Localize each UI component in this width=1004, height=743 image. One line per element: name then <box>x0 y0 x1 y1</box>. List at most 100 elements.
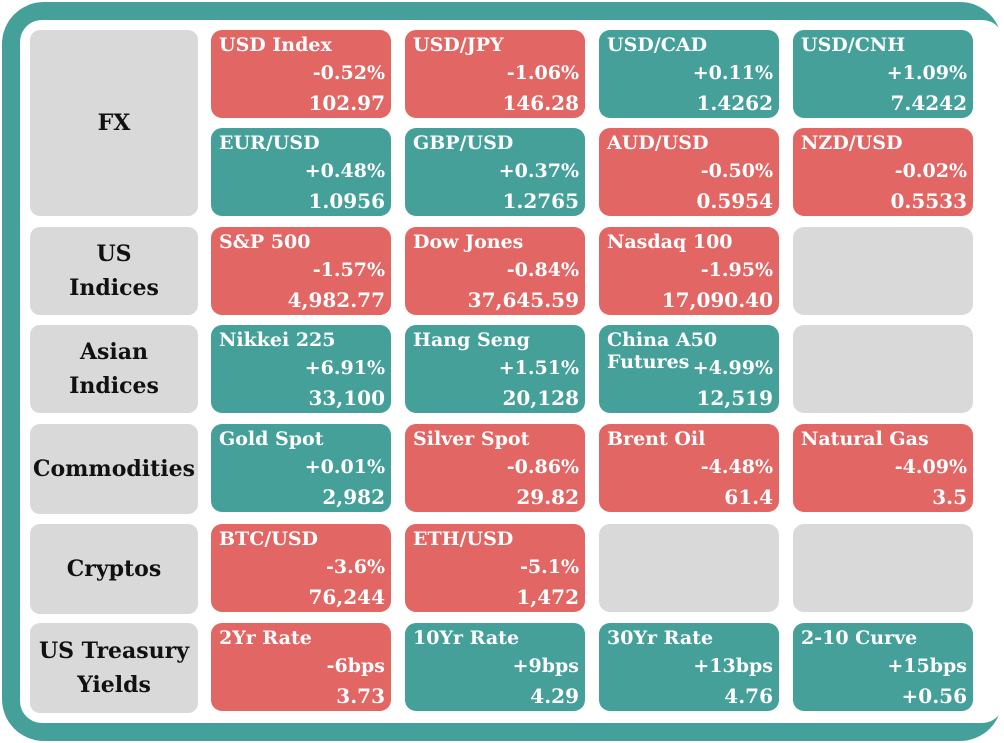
ticker-tile[interactable]: Hang Seng +1.51% 20,128 <box>405 325 585 413</box>
ticker-tile[interactable]: NZD/USD -0.02% 0.5533 <box>793 128 973 216</box>
row-label-6: US Treasury Yields <box>30 623 198 713</box>
ticker-name: BTC/USD <box>219 528 319 550</box>
ticker-change: -3.6% <box>326 556 385 578</box>
ticker-tile[interactable]: AUD/USD -0.50% 0.5954 <box>599 128 779 216</box>
ticker-name: EUR/USD <box>219 132 320 154</box>
ticker-tile[interactable]: Dow Jones -0.84% 37,645.59 <box>405 227 585 315</box>
row-label-1: FX <box>30 30 198 216</box>
ticker-value: 7.4242 <box>890 91 967 115</box>
ticker-change: -0.52% <box>312 62 385 84</box>
ticker-value: 4.29 <box>530 684 579 708</box>
ticker-tile[interactable]: Nikkei 225 +6.91% 33,100 <box>211 325 391 413</box>
ticker-tile[interactable]: USD/CNH +1.09% 7.4242 <box>793 30 973 118</box>
ticker-value: 17,090.40 <box>661 288 773 312</box>
row-label-4: Commodities <box>30 424 198 514</box>
ticker-change: +4.99% <box>692 357 773 379</box>
ticker-value: 29.82 <box>516 485 579 509</box>
ticker-change: -1.06% <box>506 62 579 84</box>
ticker-value: 1.2765 <box>502 189 579 213</box>
ticker-value: 33,100 <box>308 386 385 410</box>
ticker-name: 2-10 Curve <box>801 627 918 649</box>
ticker-tile[interactable]: GBP/USD +0.37% 1.2765 <box>405 128 585 216</box>
ticker-name: Natural Gas <box>801 428 929 450</box>
ticker-value: 61.4 <box>724 485 773 509</box>
row-label-2: US Indices <box>30 227 198 315</box>
ticker-name: Hang Seng <box>413 329 530 351</box>
ticker-value: 3.73 <box>336 684 385 708</box>
ticker-change: +0.48% <box>304 160 385 182</box>
ticker-tile[interactable]: 2-10 Curve +15bps +0.56 <box>793 623 973 711</box>
ticker-tile[interactable]: EUR/USD +0.48% 1.0956 <box>211 128 391 216</box>
ticker-value: 3.5 <box>932 485 967 509</box>
ticker-name: Nikkei 225 <box>219 329 336 351</box>
ticker-value: 4,982.77 <box>287 288 385 312</box>
ticker-tile[interactable]: China A50 Futures +4.99% 12,519 <box>599 325 779 413</box>
ticker-tile[interactable]: Gold Spot +0.01% 2,982 <box>211 424 391 512</box>
ticker-name: USD/JPY <box>413 34 504 56</box>
ticker-value: 20,128 <box>502 386 579 410</box>
ticker-tile[interactable]: BTC/USD -3.6% 76,244 <box>211 524 391 612</box>
ticker-tile[interactable]: 2Yr Rate -6bps 3.73 <box>211 623 391 711</box>
ticker-change: -1.95% <box>700 259 773 281</box>
ticker-name: GBP/USD <box>413 132 514 154</box>
ticker-change: +0.37% <box>498 160 579 182</box>
ticker-tile[interactable]: Natural Gas -4.09% 3.5 <box>793 424 973 512</box>
ticker-value: 76,244 <box>308 585 385 609</box>
ticker-value: 1,472 <box>516 585 579 609</box>
ticker-tile[interactable]: USD Index -0.52% 102.97 <box>211 30 391 118</box>
ticker-name: China A50 Futures <box>607 329 718 373</box>
ticker-tile[interactable]: 10Yr Rate +9bps 4.29 <box>405 623 585 711</box>
ticker-value: +0.56 <box>901 684 967 708</box>
ticker-change: +6.91% <box>304 357 385 379</box>
ticker-change: -0.02% <box>894 160 967 182</box>
ticker-tile[interactable]: S&P 500 -1.57% 4,982.77 <box>211 227 391 315</box>
ticker-name: 10Yr Rate <box>413 627 520 649</box>
ticker-tile[interactable]: 30Yr Rate +13bps 4.76 <box>599 623 779 711</box>
ticker-name: ETH/USD <box>413 528 514 550</box>
ticker-name: USD/CNH <box>801 34 906 56</box>
row-label-3: Asian Indices <box>30 325 198 413</box>
ticker-name: 2Yr Rate <box>219 627 312 649</box>
ticker-change: -1.57% <box>312 259 385 281</box>
ticker-name: USD Index <box>219 34 332 56</box>
empty-tile <box>599 524 779 612</box>
ticker-name: NZD/USD <box>801 132 903 154</box>
ticker-change: -4.09% <box>894 456 967 478</box>
ticker-change: +0.11% <box>692 62 773 84</box>
ticker-tile[interactable]: Silver Spot -0.86% 29.82 <box>405 424 585 512</box>
ticker-name: S&P 500 <box>219 231 311 253</box>
ticker-change: +1.51% <box>498 357 579 379</box>
ticker-value: 12,519 <box>696 386 773 410</box>
ticker-change: -6bps <box>326 655 385 677</box>
empty-tile <box>793 325 973 413</box>
ticker-change: -0.86% <box>506 456 579 478</box>
ticker-name: Gold Spot <box>219 428 324 450</box>
ticker-tile[interactable]: USD/JPY -1.06% 146.28 <box>405 30 585 118</box>
ticker-value: 2,982 <box>322 485 385 509</box>
ticker-name: 30Yr Rate <box>607 627 714 649</box>
ticker-name: USD/CAD <box>607 34 708 56</box>
ticker-tile[interactable]: ETH/USD -5.1% 1,472 <box>405 524 585 612</box>
ticker-change: -4.48% <box>700 456 773 478</box>
ticker-name: Nasdaq 100 <box>607 231 733 253</box>
ticker-name: Dow Jones <box>413 231 524 253</box>
ticker-change: +15bps <box>887 655 967 677</box>
ticker-change: +1.09% <box>886 62 967 84</box>
ticker-tile[interactable]: USD/CAD +0.11% 1.4262 <box>599 30 779 118</box>
ticker-value: 1.0956 <box>308 189 385 213</box>
ticker-name: Brent Oil <box>607 428 706 450</box>
ticker-tile[interactable]: Brent Oil -4.48% 61.4 <box>599 424 779 512</box>
ticker-change: +9bps <box>512 655 579 677</box>
ticker-tile[interactable]: Nasdaq 100 -1.95% 17,090.40 <box>599 227 779 315</box>
ticker-value: 0.5954 <box>696 189 773 213</box>
empty-tile <box>793 524 973 612</box>
ticker-value: 0.5533 <box>890 189 967 213</box>
ticker-name: AUD/USD <box>607 132 709 154</box>
ticker-change: -5.1% <box>520 556 579 578</box>
empty-tile <box>793 227 973 315</box>
ticker-value: 146.28 <box>502 91 579 115</box>
ticker-change: +13bps <box>693 655 773 677</box>
ticker-name: Silver Spot <box>413 428 530 450</box>
ticker-change: -0.84% <box>506 259 579 281</box>
ticker-value: 37,645.59 <box>467 288 579 312</box>
